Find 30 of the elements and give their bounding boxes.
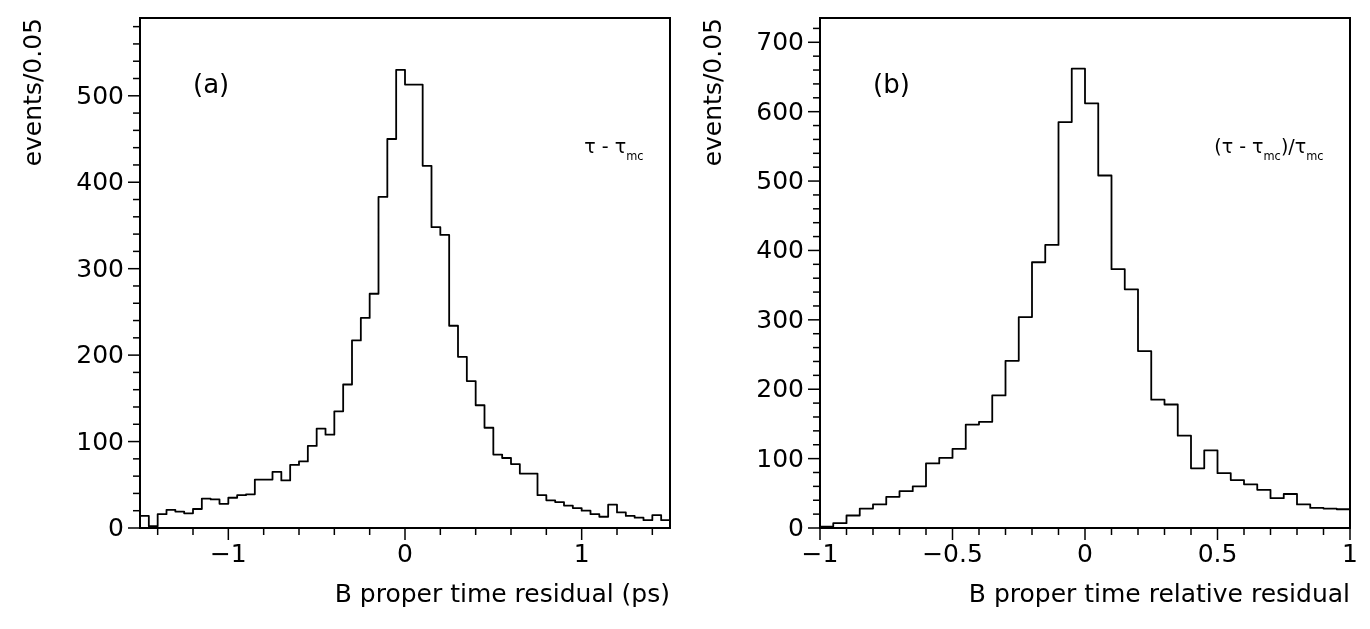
annotation: (b): [873, 69, 910, 99]
x-tick-label: 1: [573, 538, 590, 568]
y-axis-title: events/0.05: [697, 18, 727, 167]
x-tick-label: −1: [209, 538, 247, 568]
y-tick-label: 500: [756, 166, 804, 196]
y-tick-label: 400: [76, 167, 124, 197]
y-tick-label: 600: [756, 96, 804, 126]
annotation: τ - τ$_{mc}$: [584, 135, 644, 163]
y-axis-title: events/0.05: [17, 18, 47, 167]
x-axis-title: B proper time relative residual: [968, 579, 1350, 608]
x-tick-label: −1: [801, 538, 839, 568]
y-tick-label: 100: [756, 443, 804, 473]
y-tick-label: 200: [76, 340, 124, 370]
annotation: (a): [193, 69, 230, 99]
y-tick-label: 400: [756, 235, 804, 265]
x-tick-label: 0: [1077, 538, 1093, 568]
x-tick-label: 0: [397, 538, 413, 568]
x-tick-label: −0.5: [922, 538, 983, 568]
y-tick-label: 100: [76, 426, 124, 456]
y-tick-label: 300: [756, 304, 804, 334]
y-tick-label: 700: [756, 27, 804, 57]
y-tick-label: 300: [76, 253, 124, 283]
y-tick-label: 500: [76, 80, 124, 110]
annotation: (τ - τ$_{mc}$)/τ$_{mc}$: [1214, 135, 1324, 163]
y-tick-label: 200: [756, 374, 804, 404]
x-axis-title: B proper time residual (ps): [334, 579, 670, 608]
x-tick-label: 0.5: [1197, 538, 1238, 568]
y-tick-label: 0: [108, 513, 124, 542]
y-tick-label: 0: [788, 513, 804, 542]
x-tick-label: 1: [1342, 538, 1358, 568]
